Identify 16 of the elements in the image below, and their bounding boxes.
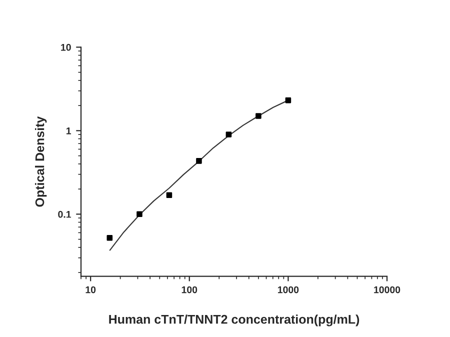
point xyxy=(166,192,172,198)
x-axis-title: Human cTnT/TNNT2 concentration(pg/mL) xyxy=(109,314,360,326)
y-axis-title: Optical Density xyxy=(35,116,47,207)
point xyxy=(285,97,292,104)
y-tick-label: 10 xyxy=(61,44,71,51)
y-tick-label: 1 xyxy=(66,128,72,134)
point xyxy=(106,234,113,241)
point xyxy=(226,132,232,138)
x-tick-label: 10 xyxy=(86,286,96,294)
point xyxy=(136,211,142,218)
point xyxy=(256,113,262,119)
x-tick-label: 100 xyxy=(182,286,198,294)
point xyxy=(196,158,202,164)
x-tick-label: 10000 xyxy=(374,286,400,294)
y-tick-label: 0.1 xyxy=(58,210,72,218)
x-tick-label: 1000 xyxy=(278,286,299,294)
